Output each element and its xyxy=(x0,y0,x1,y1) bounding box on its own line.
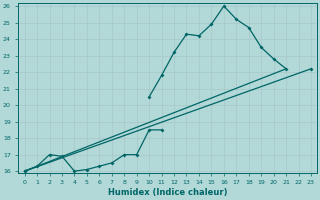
X-axis label: Humidex (Indice chaleur): Humidex (Indice chaleur) xyxy=(108,188,228,197)
